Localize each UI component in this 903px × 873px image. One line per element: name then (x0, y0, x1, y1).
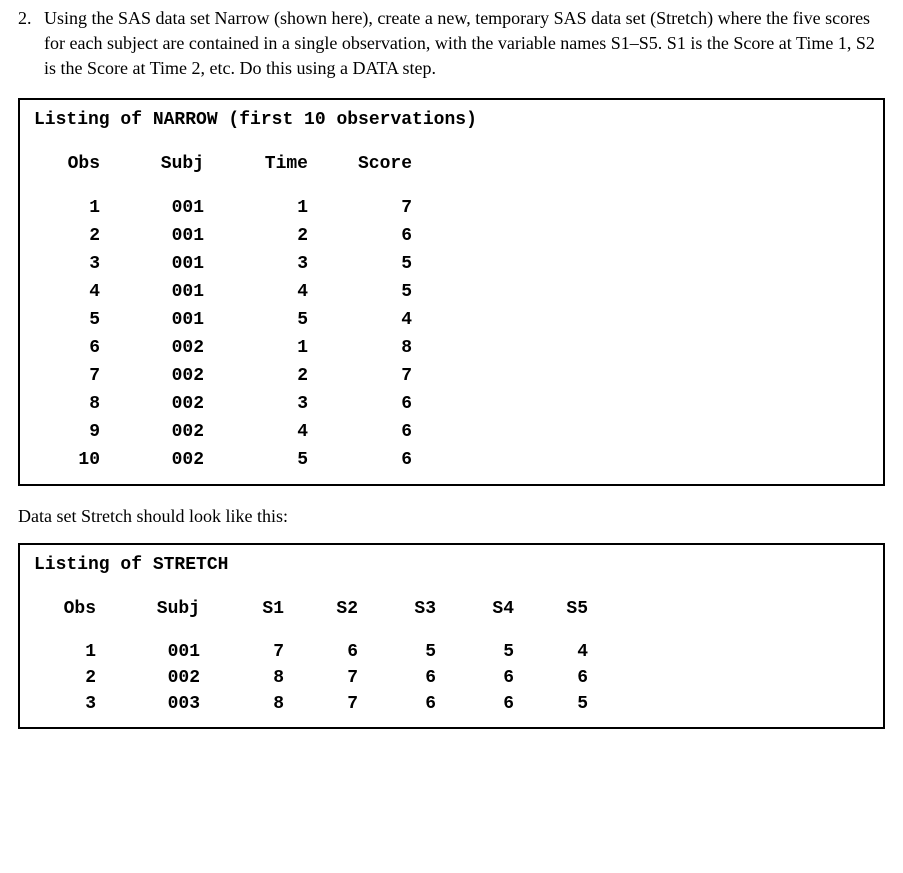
table-cell: 002 (112, 418, 216, 446)
narrow-col-time: Time (216, 154, 320, 194)
table-cell: 6 (320, 222, 424, 250)
table-cell: 1 (34, 194, 112, 222)
table-cell: 4 (216, 278, 320, 306)
table-cell: 9 (34, 418, 112, 446)
narrow-listing-title: Listing of NARROW (first 10 observations… (34, 110, 869, 130)
table-cell: 001 (112, 222, 216, 250)
table-cell: 2 (216, 362, 320, 390)
question-text: Using the SAS data set Narrow (shown her… (44, 6, 885, 82)
stretch-col-s3: S3 (370, 599, 448, 639)
table-cell: 6 (448, 665, 526, 691)
table-cell: 5 (320, 278, 424, 306)
table-cell: 7 (296, 691, 370, 717)
table-cell: 5 (526, 691, 600, 717)
table-cell: 6 (296, 639, 370, 665)
table-cell: 3 (34, 691, 108, 717)
table-row: 1000256 (34, 446, 424, 474)
stretch-caption: Data set Stretch should look like this: (18, 506, 885, 527)
table-cell: 5 (370, 639, 448, 665)
table-cell: 001 (112, 194, 216, 222)
table-cell: 002 (112, 362, 216, 390)
stretch-col-s4: S4 (448, 599, 526, 639)
narrow-col-obs: Obs (34, 154, 112, 194)
table-row: 400145 (34, 278, 424, 306)
table-cell: 7 (212, 639, 296, 665)
table-row: 300135 (34, 250, 424, 278)
table-row: 200126 (34, 222, 424, 250)
narrow-col-subj: Subj (112, 154, 216, 194)
table-row: 800236 (34, 390, 424, 418)
table-row: 300387665 (34, 691, 600, 717)
table-cell: 8 (34, 390, 112, 418)
stretch-col-subj: Subj (108, 599, 212, 639)
table-cell: 8 (212, 691, 296, 717)
narrow-table: Obs Subj Time Score 10011720012630013540… (34, 154, 424, 474)
table-row: 100176554 (34, 639, 600, 665)
table-cell: 8 (320, 334, 424, 362)
stretch-col-obs: Obs (34, 599, 108, 639)
table-cell: 7 (320, 362, 424, 390)
table-cell: 001 (112, 306, 216, 334)
table-cell: 4 (216, 418, 320, 446)
stretch-listing-box: Listing of STRETCH Obs Subj S1 S2 S3 S4 … (18, 543, 885, 729)
narrow-listing-box: Listing of NARROW (first 10 observations… (18, 98, 885, 486)
table-row: 700227 (34, 362, 424, 390)
stretch-col-s2: S2 (296, 599, 370, 639)
table-cell: 7 (34, 362, 112, 390)
table-cell: 6 (320, 446, 424, 474)
table-cell: 001 (112, 278, 216, 306)
table-cell: 6 (526, 665, 600, 691)
narrow-col-score: Score (320, 154, 424, 194)
table-cell: 8 (212, 665, 296, 691)
table-cell: 001 (112, 250, 216, 278)
table-cell: 5 (216, 306, 320, 334)
table-cell: 002 (112, 446, 216, 474)
table-cell: 003 (108, 691, 212, 717)
table-cell: 6 (370, 665, 448, 691)
table-row: 600218 (34, 334, 424, 362)
table-row: 900246 (34, 418, 424, 446)
table-cell: 3 (216, 390, 320, 418)
stretch-col-s1: S1 (212, 599, 296, 639)
table-cell: 4 (34, 278, 112, 306)
table-cell: 1 (34, 639, 108, 665)
table-row: 100117 (34, 194, 424, 222)
table-cell: 1 (216, 194, 320, 222)
table-cell: 002 (108, 665, 212, 691)
table-cell: 1 (216, 334, 320, 362)
stretch-col-s5: S5 (526, 599, 600, 639)
stretch-listing-title: Listing of STRETCH (34, 555, 869, 575)
table-row: 200287666 (34, 665, 600, 691)
question-number: 2. (18, 6, 44, 82)
table-cell: 002 (112, 334, 216, 362)
stretch-table: Obs Subj S1 S2 S3 S4 S5 1001765542002876… (34, 599, 600, 717)
table-cell: 4 (320, 306, 424, 334)
table-cell: 6 (370, 691, 448, 717)
table-cell: 6 (34, 334, 112, 362)
table-cell: 2 (216, 222, 320, 250)
table-cell: 6 (320, 390, 424, 418)
table-cell: 5 (320, 250, 424, 278)
table-cell: 5 (448, 639, 526, 665)
table-cell: 3 (34, 250, 112, 278)
table-cell: 001 (108, 639, 212, 665)
table-row: 500154 (34, 306, 424, 334)
table-cell: 2 (34, 222, 112, 250)
question-block: 2. Using the SAS data set Narrow (shown … (18, 6, 885, 82)
table-cell: 7 (296, 665, 370, 691)
table-cell: 7 (320, 194, 424, 222)
table-cell: 002 (112, 390, 216, 418)
table-cell: 6 (320, 418, 424, 446)
table-cell: 5 (216, 446, 320, 474)
table-cell: 2 (34, 665, 108, 691)
table-cell: 4 (526, 639, 600, 665)
table-cell: 5 (34, 306, 112, 334)
table-cell: 6 (448, 691, 526, 717)
table-cell: 3 (216, 250, 320, 278)
table-cell: 10 (34, 446, 112, 474)
